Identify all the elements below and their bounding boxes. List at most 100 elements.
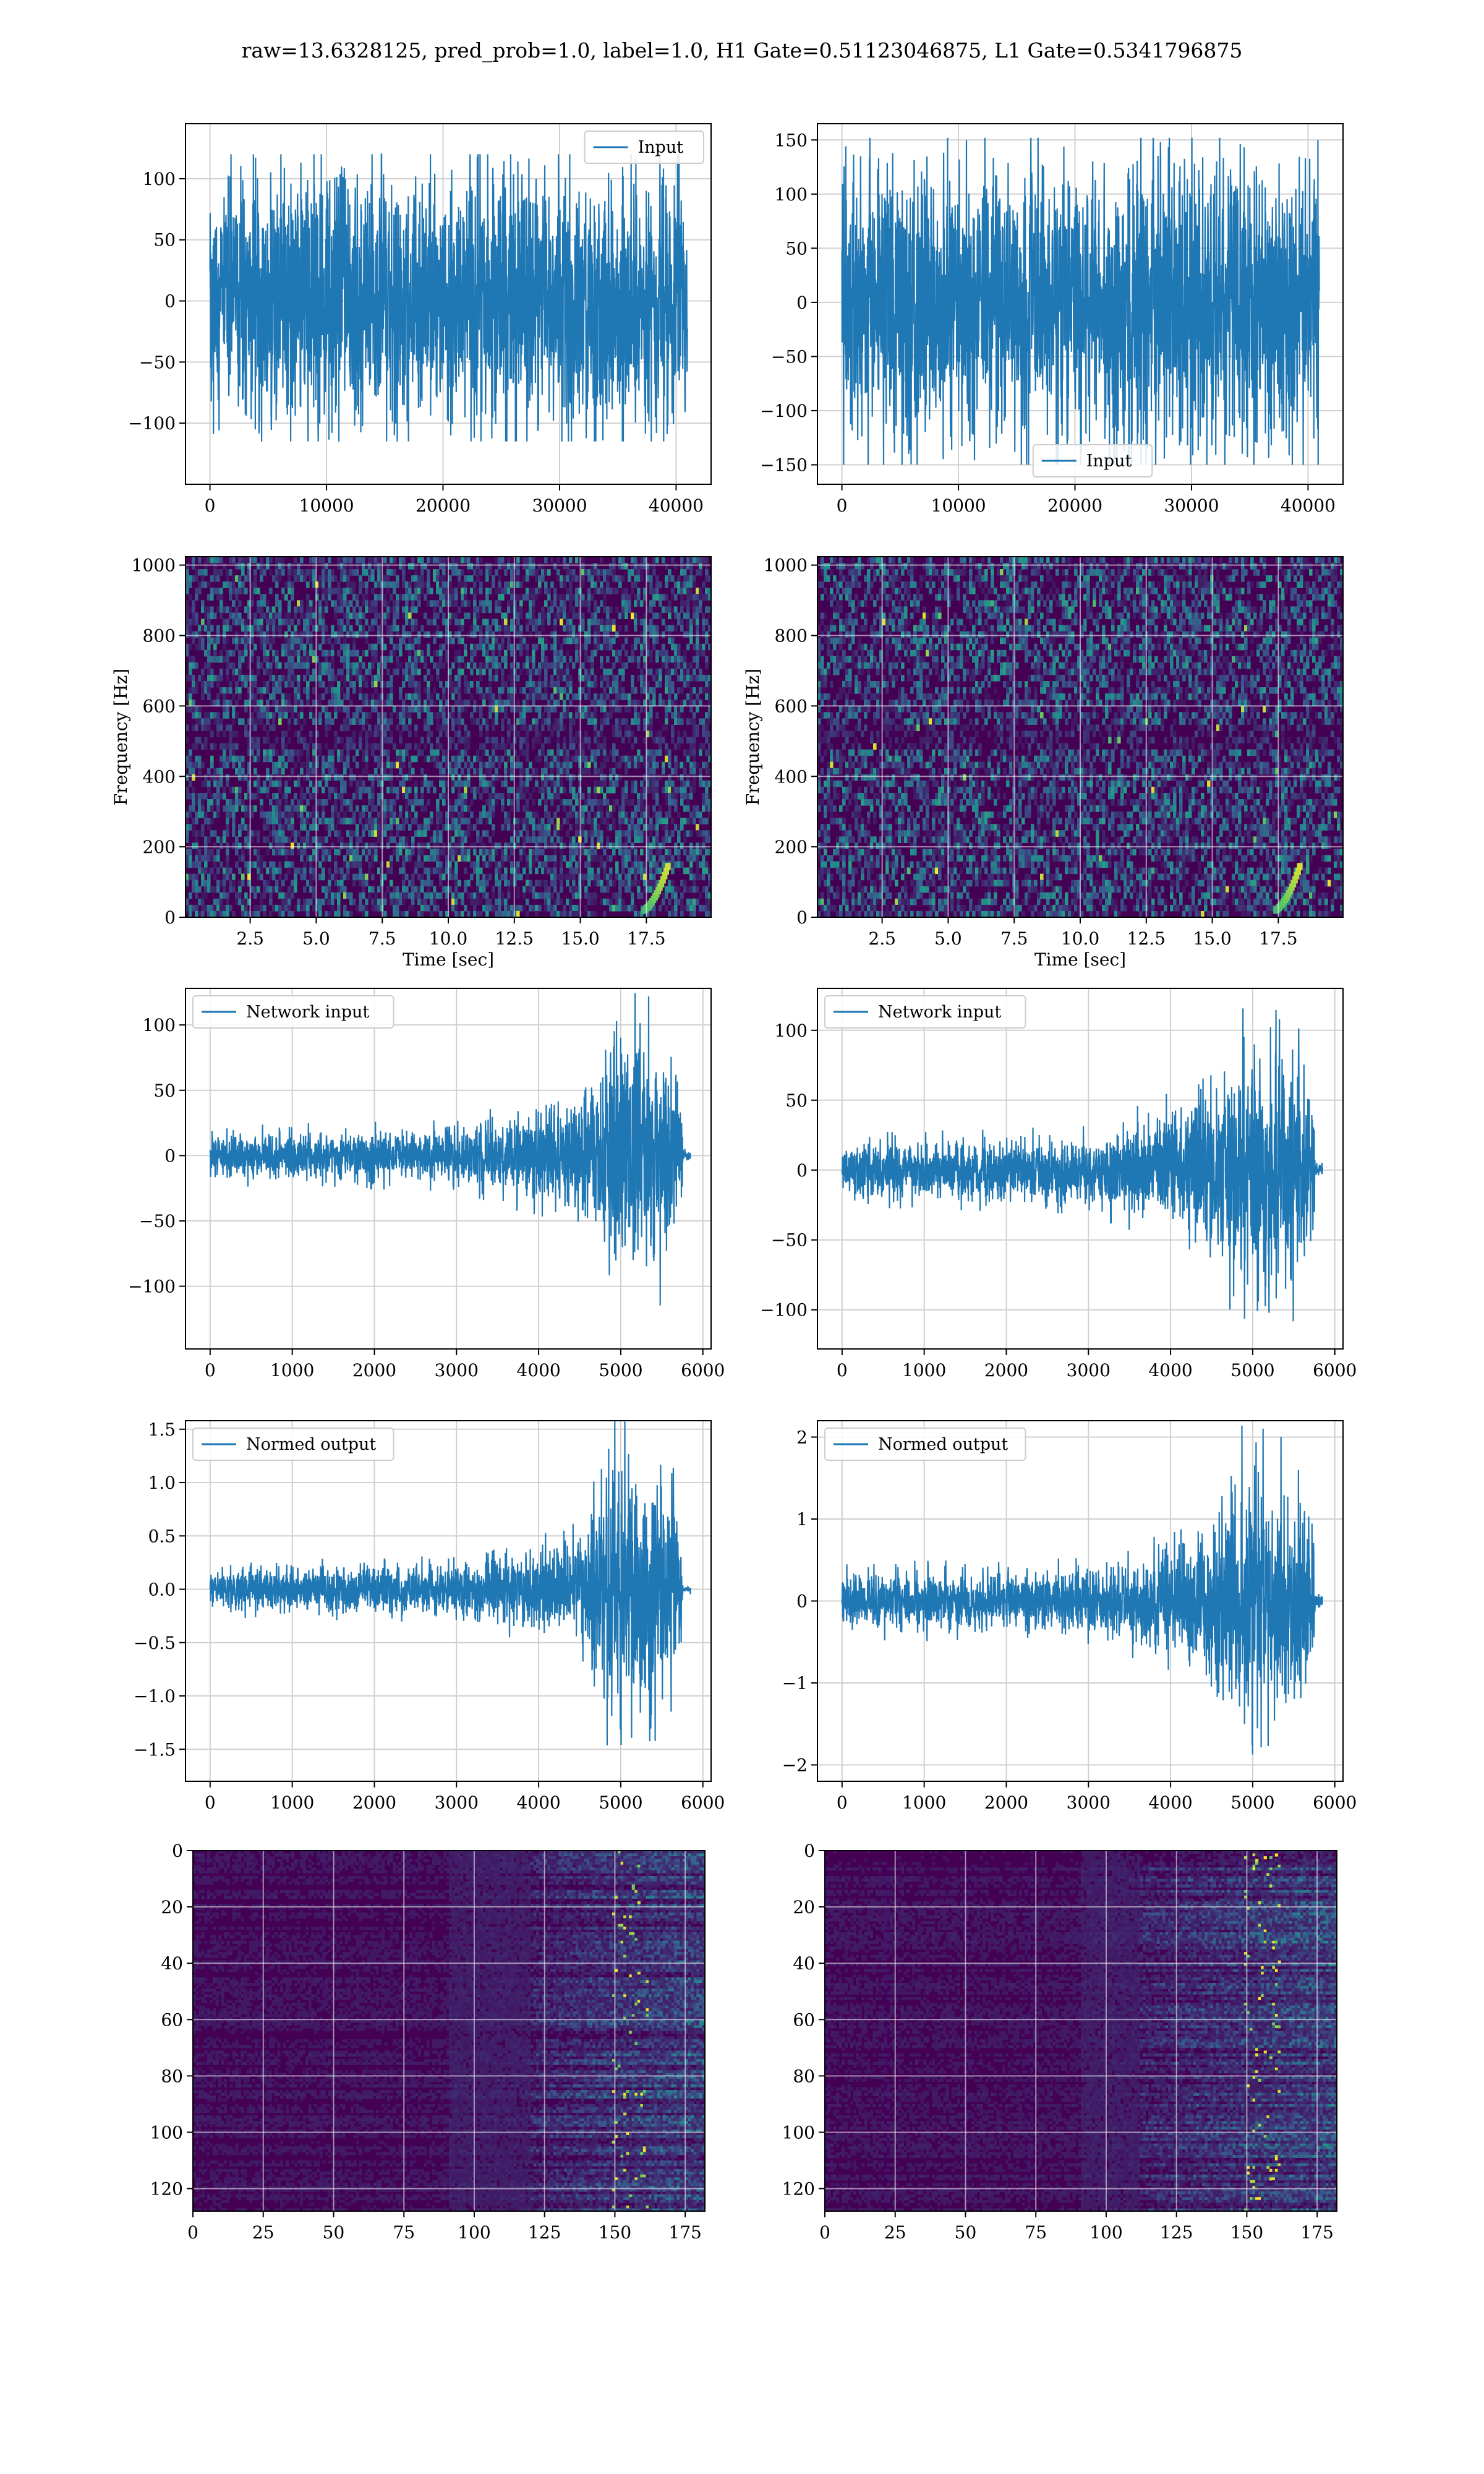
x-tick-label: 17.5: [1259, 928, 1297, 949]
y-axis-label: Frequency [Hz]: [111, 669, 131, 805]
spectrogram-l1-chirp: [1273, 863, 1303, 914]
network-input-h1-frame: [185, 988, 712, 1350]
normed-output-l1-series-line: [841, 1425, 1323, 1755]
x-tick-label: 1000: [270, 1792, 314, 1813]
x-tick-label: 15.0: [561, 928, 599, 949]
x-tick-label: 30000: [1164, 495, 1219, 516]
network-input-l1-plot-area: [817, 988, 1343, 1349]
y-tick-label: 600: [775, 696, 808, 716]
x-tick-label: 25: [884, 2222, 906, 2243]
x-axis-label: Time [sec]: [1034, 949, 1126, 970]
x-tick-label: 75: [393, 2222, 415, 2243]
y-tick-label: −1: [782, 1673, 808, 1693]
x-tick-label: 4000: [516, 1360, 560, 1380]
input-h1-series-line: [209, 153, 688, 442]
y-tick-label: 600: [143, 696, 176, 716]
x-tick-label: 10000: [299, 495, 354, 516]
y-tick-label: 50: [785, 1090, 808, 1111]
y-tick-label: 100: [775, 184, 808, 205]
y-tick-label: 80: [793, 2066, 815, 2086]
x-tick-label: 5000: [1230, 1360, 1274, 1380]
x-tick-label: 2000: [984, 1360, 1028, 1380]
network-input-l1-legend: Network input: [824, 995, 1026, 1029]
y-tick-label: 20: [161, 1897, 183, 1917]
spectrogram-h1-panel: 2.5 5.0 7.5 10.0 12.5 15.0 17.5 0 200 400 600 800 10…: [111, 555, 712, 970]
x-tick-label: 40000: [1281, 495, 1336, 516]
y-tick-label: 80: [161, 2066, 183, 2086]
x-tick-label: 1000: [902, 1792, 946, 1813]
y-tick-label: −1.5: [134, 1739, 176, 1760]
legend-label: Network input: [246, 1003, 369, 1022]
y-tick-label: 50: [153, 230, 176, 250]
x-tick-label: 4000: [516, 1792, 560, 1813]
y-tick-label: 40: [161, 1953, 183, 1974]
x-tick-label: 20000: [416, 495, 471, 516]
y-tick-label: 800: [775, 626, 808, 646]
y-tick-label: 100: [775, 1021, 808, 1041]
spectrogram-l1-panel: 2.5 5.0 7.5 10.0 12.5 15.0 17.5 0 200 400 600 800 10…: [743, 555, 1344, 970]
x-tick-label: 15.0: [1193, 928, 1231, 949]
y-axis-label: Frequency [Hz]: [743, 669, 763, 805]
x-tick-label: 1000: [902, 1360, 946, 1380]
normed-output-h1-legend: Normed output: [192, 1427, 394, 1461]
x-tick-label: 10.0: [429, 928, 467, 949]
y-tick-label: 400: [775, 766, 808, 787]
y-tick-label: 50: [785, 238, 808, 259]
y-tick-label: 40: [793, 1953, 815, 1974]
input-h1-panel: 0 10000 20000 30000 40000 −100 −50 0 50 100 Input: [128, 123, 712, 516]
x-tick-label: 0: [837, 495, 848, 516]
normed-output-h1-series-line: [209, 1421, 691, 1746]
normed-output-l1-panel: 0 1000 2000 3000 4000 5000 6000 −2 −1 0 1 2 Normed o…: [782, 1420, 1357, 1813]
y-tick-label: 1000: [132, 555, 176, 576]
y-tick-label: 800: [143, 626, 176, 646]
y-tick-label: 1.5: [148, 1419, 176, 1440]
network-input-l1-series-line: [841, 1008, 1323, 1322]
input-l1-panel: 0 10000 20000 30000 40000 −150 −100 −50 0 50 100 15…: [760, 123, 1344, 516]
feature-map-l1-grid: [825, 1851, 1337, 2211]
input-h1-plot-area: [186, 124, 711, 484]
feature-map-l1-cells: [825, 1851, 1337, 2211]
y-tick-label: 0: [164, 1145, 176, 1166]
input-h1-frame: [185, 123, 712, 485]
x-tick-label: 175: [1300, 2222, 1333, 2243]
normed-output-l1-legend: Normed output: [824, 1427, 1026, 1461]
network-input-h1-grid: [186, 988, 711, 1349]
y-tick-label: 150: [775, 130, 808, 150]
y-tick-label: −2: [782, 1755, 808, 1776]
feature-map-h1-panel: 0 25 50 75 100 125 150 175 0 20 40 60 80 100 120: [150, 1841, 706, 2243]
input-h1-legend: Input: [584, 131, 704, 164]
x-tick-label: 50: [323, 2222, 345, 2243]
y-tick-label: 60: [161, 2010, 183, 2030]
input-l1-series-line: [841, 137, 1320, 465]
figure-title: raw=13.6328125, pred_prob=1.0, label=1.0…: [0, 38, 1484, 62]
legend-label: Normed output: [246, 1435, 376, 1454]
x-tick-label: 6000: [1313, 1360, 1357, 1380]
y-tick-label: −100: [128, 1277, 176, 1297]
x-tick-label: 75: [1025, 2222, 1047, 2243]
y-tick-label: 0: [164, 907, 176, 928]
feature-map-h1-cells: [193, 1851, 705, 2211]
input-l1-plot-area: [817, 124, 1343, 484]
y-tick-label: 200: [775, 837, 808, 857]
normed-output-h1-plot-area: [186, 1421, 711, 1781]
x-tick-label: 7.5: [369, 928, 396, 949]
x-tick-label: 6000: [1313, 1792, 1357, 1813]
normed-output-l1-plot-area: [817, 1421, 1343, 1781]
y-tick-label: 100: [143, 169, 176, 189]
x-tick-label: 150: [1230, 2222, 1263, 2243]
x-tick-label: 17.5: [627, 928, 665, 949]
spectrogram-l1-plot-area: [817, 557, 1343, 917]
x-tick-label: 40000: [649, 495, 704, 516]
y-tick-label: −100: [760, 401, 808, 421]
x-tick-label: 5.0: [934, 928, 962, 949]
y-tick-label: −50: [771, 346, 808, 367]
network-input-h1-series-line: [209, 993, 691, 1306]
x-tick-label: 3000: [1067, 1360, 1111, 1380]
spectrogram-l1-cells: [817, 557, 1343, 917]
y-tick-label: −150: [760, 455, 808, 475]
x-tick-label: 10.0: [1061, 928, 1099, 949]
feature-map-l1-panel: 0 25 50 75 100 125 150 175 0 20 40 60 80 100 120: [782, 1841, 1337, 2243]
feature-map-h1-frame: [192, 1850, 706, 2212]
y-tick-label: 1.0: [148, 1473, 176, 1493]
x-tick-label: 125: [528, 2222, 561, 2243]
